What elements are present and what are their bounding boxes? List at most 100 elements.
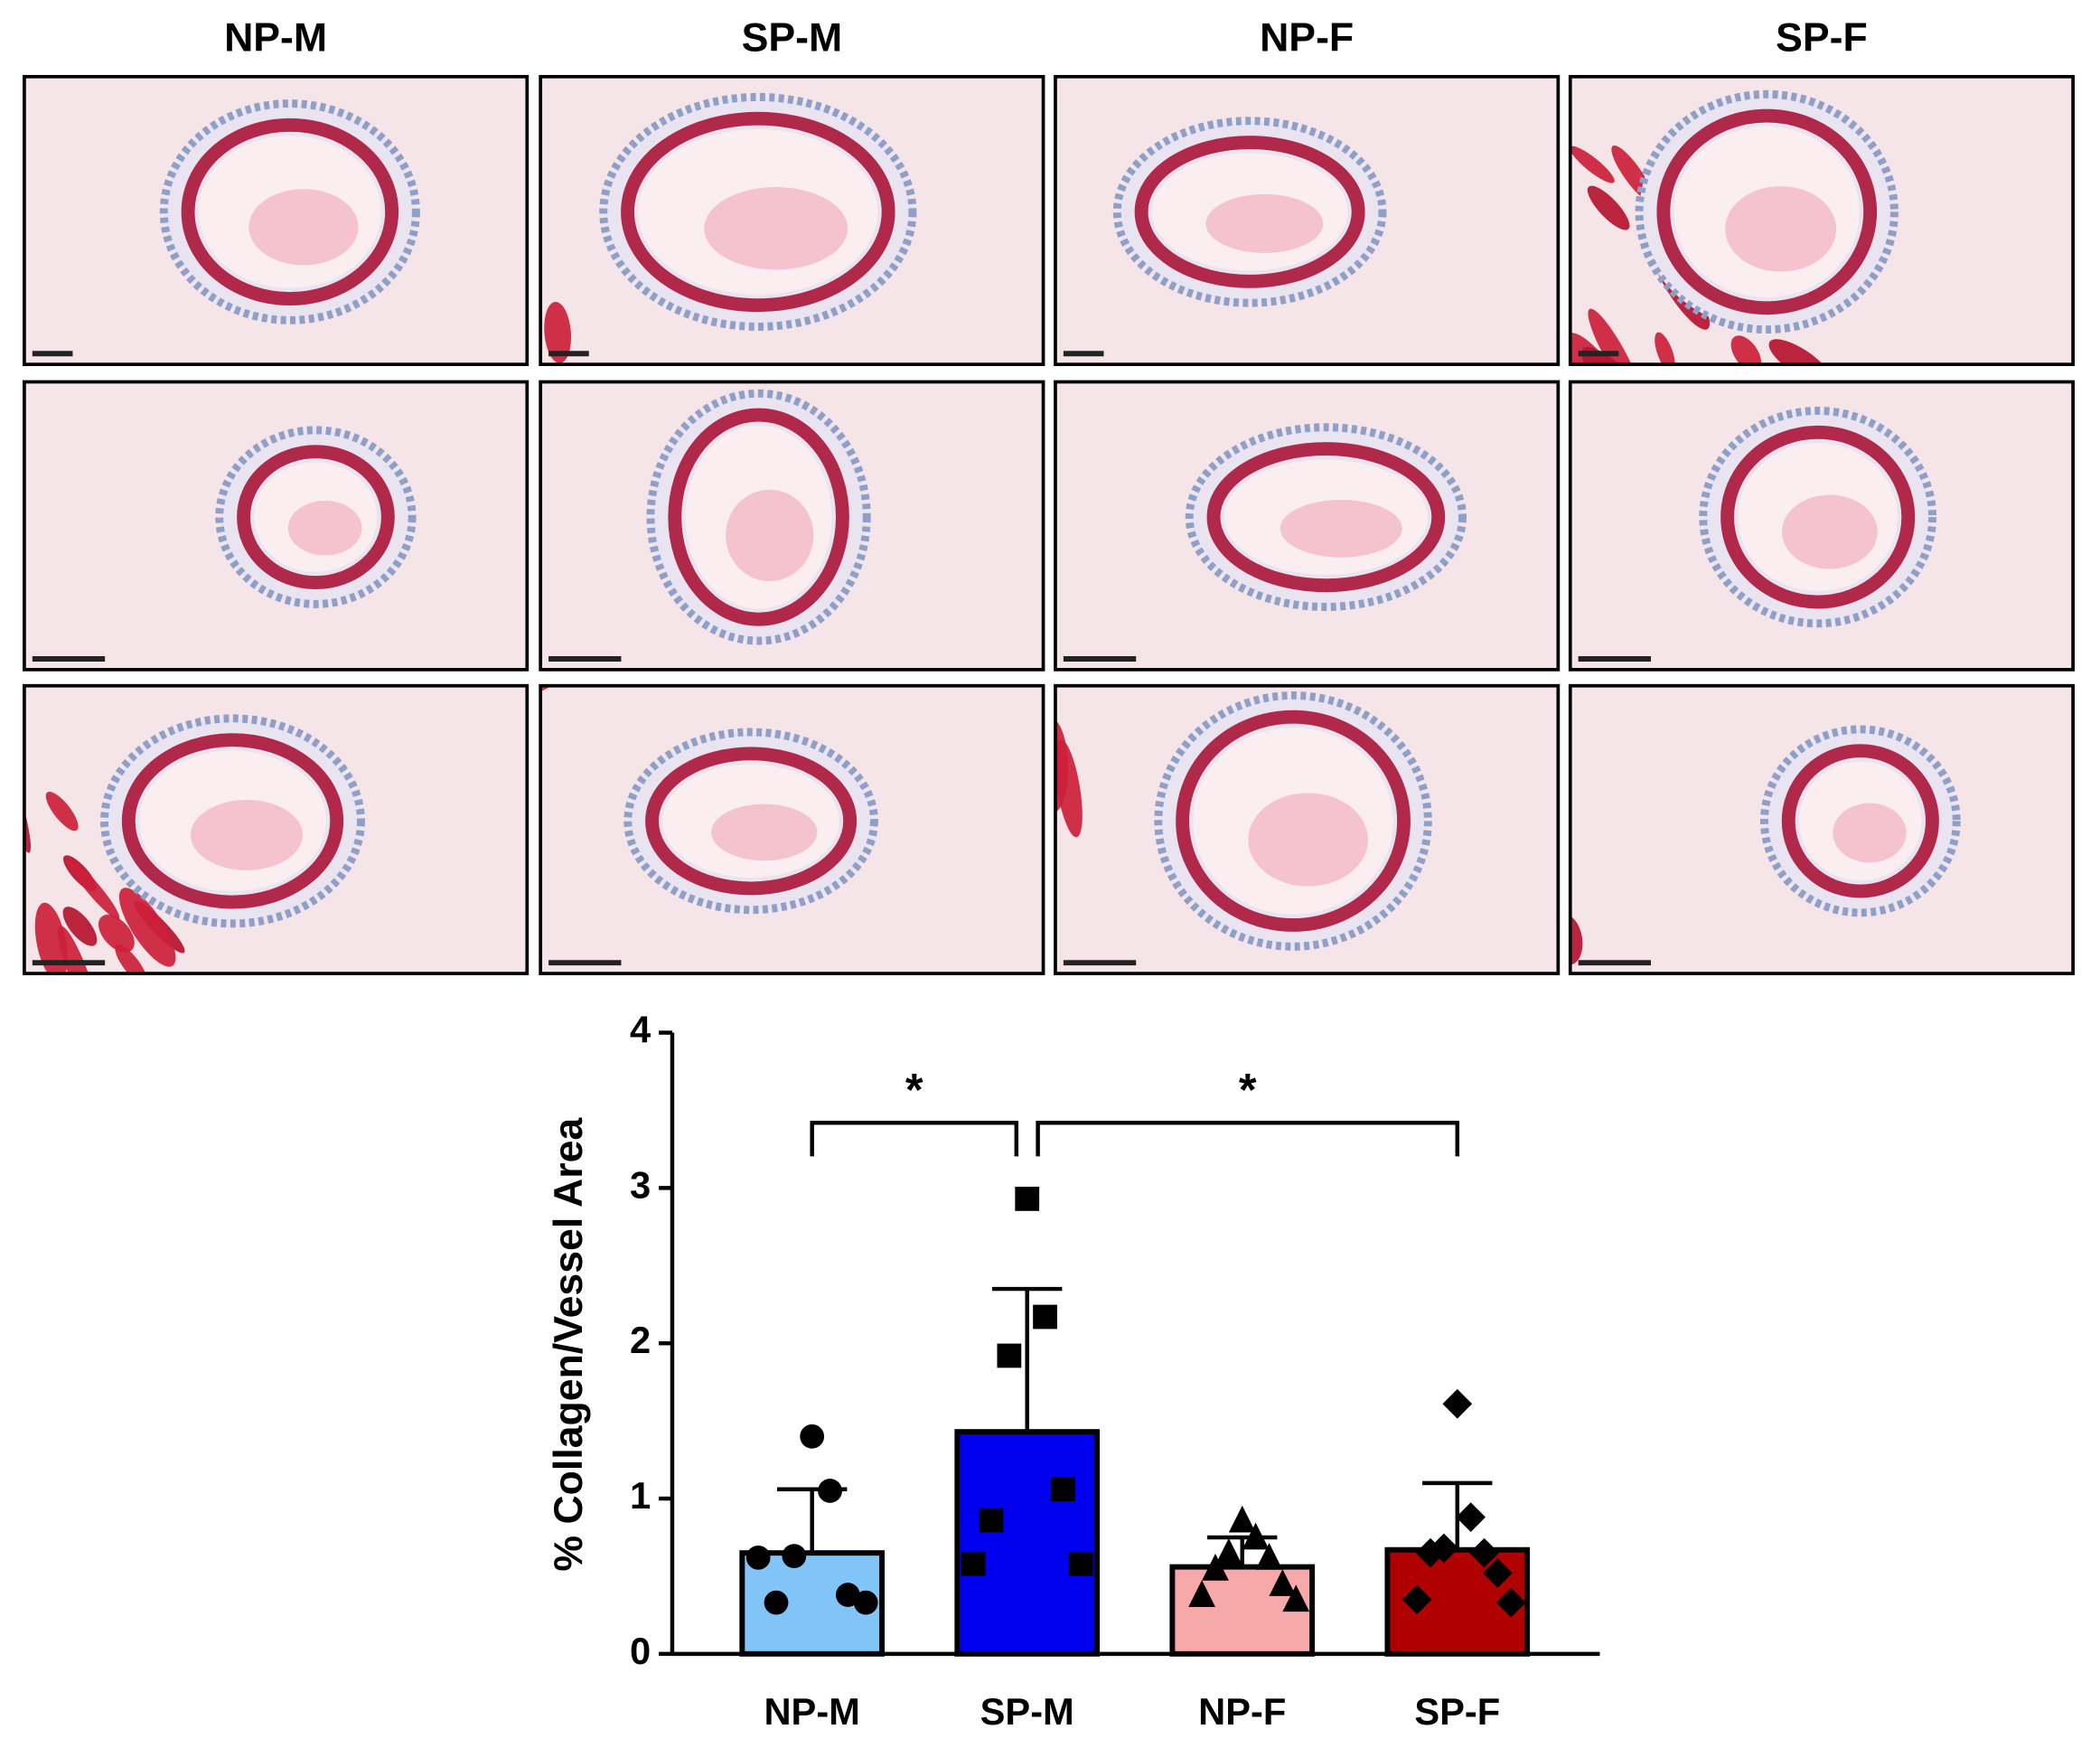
panel-border [539,74,1045,367]
data-point [1242,1522,1270,1550]
panel-border [1568,74,2075,367]
muscle-fiber [98,915,135,953]
blood-cells [704,187,848,270]
histology-image [23,74,530,367]
significance-bracket [810,1120,1019,1157]
data-point [979,1508,1004,1533]
muscle-fiber [942,1020,976,1103]
muscle-fiber [1577,978,1612,1029]
histology-image [681,0,1561,367]
y-tick-label: 4 [630,1009,651,1051]
muscle-fiber [909,0,956,32]
muscle-fiber [1512,973,1542,1034]
panel-border [1054,74,1561,367]
muscle-fiber [21,1136,62,1207]
data-point [1402,1584,1432,1615]
data-point [1068,1551,1093,1576]
muscle-fiber [911,1110,935,1161]
image-content [540,381,1044,670]
significance-bracket [1036,1120,1460,1157]
image-content [1570,381,2074,670]
histology-image [0,683,530,1255]
blood-cells [1725,186,1837,272]
image-content [1294,685,2074,1115]
muscle-fiber [0,873,10,960]
data-point [1415,1537,1446,1568]
blood-cells [1205,193,1324,253]
y-tick-label: 3 [630,1163,651,1206]
muscle-fiber [886,969,930,1049]
data-point [1214,1537,1242,1565]
vessel-wall [1206,442,1446,593]
vessel-wall [1781,744,1939,898]
image-content [681,0,1559,365]
x-tick-label: NP-F [1198,1690,1286,1733]
y-axis-label: % Collagen/Vessel Area [547,1117,591,1572]
vessel-wall [645,747,858,896]
muscle-fiber [0,1150,12,1221]
image-content [0,685,528,1255]
muscle-fiber [0,244,14,262]
muscle-fiber [58,925,97,974]
muscle-fiber [138,1114,173,1176]
muscle-fiber [154,1003,235,1088]
muscle-fiber [0,1198,16,1255]
vessel-wall [237,445,395,590]
histology-image [1054,380,1561,672]
data-point [1483,1558,1513,1588]
panel-border [1054,683,1561,975]
data-point [1202,1553,1229,1581]
muscle-fiber [1587,185,1630,230]
muscle-fiber [62,907,98,946]
muscle-fiber [180,1029,251,1101]
data-point [1255,1542,1283,1570]
data-point [1456,1502,1486,1533]
panel-border [23,380,530,672]
muscle-fiber [963,11,1045,85]
muscle-fiber [118,888,176,967]
data-point [1282,1584,1310,1612]
vessel-wall [121,733,344,909]
panel-column-title: SP-F [1776,15,1868,60]
data-point [800,1424,825,1449]
data-point [1269,1569,1297,1596]
image-content [540,76,1044,365]
blood-cells [711,804,818,861]
histology-image [154,683,1045,1088]
muscle-fiber [0,159,23,179]
y-tick-label: 2 [630,1319,651,1361]
y-tick-label: 1 [630,1474,651,1517]
vessel-wall [1656,108,1878,315]
muscle-fiber [1440,1055,1469,1115]
panel-border [539,683,1045,975]
muscle-fiber [1730,335,1762,365]
muscle-fiber [1352,985,1378,1038]
data-point [782,1544,807,1568]
histology-image [723,683,1561,1169]
muscle-fiber [0,228,5,271]
muscle-fiber [1570,914,1583,965]
vessel-wall [1720,425,1916,609]
image-content [154,685,1044,1088]
x-tick-label: SP-M [980,1690,1074,1733]
image-content [1570,76,2074,365]
muscle-fiber [823,1103,864,1169]
muscle-fiber [1366,1011,1396,1056]
muscle-fiber [173,973,212,1023]
significance-label: * [1239,1064,1257,1115]
muscle-fiber [723,1010,781,1118]
muscle-fiber [0,128,6,171]
muscle-fiber [681,14,728,61]
vessel-wall [621,111,895,313]
blood-cells [287,500,362,556]
muscle-fiber [1294,962,1343,1068]
blood-cells [1248,793,1368,887]
muscle-fiber [1365,1001,1407,1072]
muscle-fiber [1055,738,1083,838]
muscle-fiber [853,0,942,41]
muscle-fiber [1311,997,1368,1090]
panel-border [23,683,530,975]
muscle-fiber [1525,999,1560,1098]
data-point [853,1590,878,1615]
blood-cells [1280,500,1402,558]
